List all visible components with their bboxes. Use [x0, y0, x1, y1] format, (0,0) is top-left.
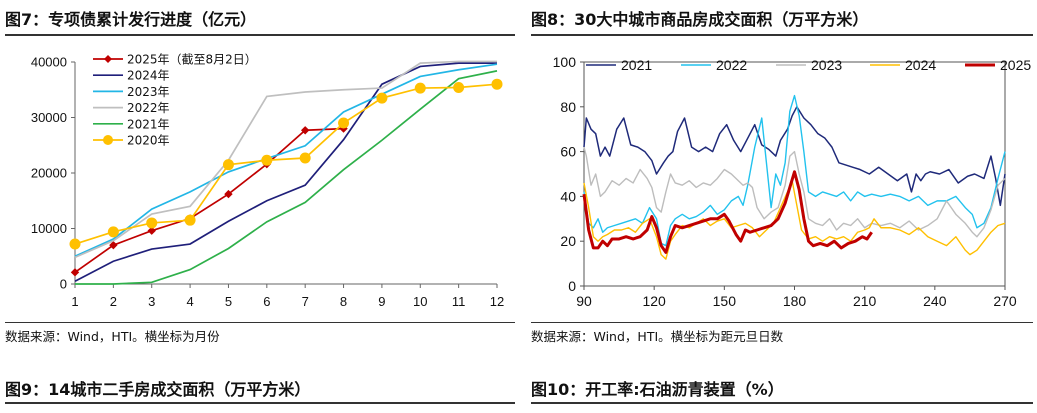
fig7-source: 数据来源：Wind，HTI。横坐标为月份 [5, 329, 220, 344]
y-tick-label: 0 [60, 277, 67, 292]
data-point-diamond [224, 189, 233, 199]
legend-swatch-marker [103, 135, 113, 145]
series-line-2024年 [74, 62, 497, 282]
data-point-circle [299, 152, 311, 164]
x-tick-label: 9 [378, 294, 385, 309]
legend-label: 2025 [1000, 57, 1031, 73]
data-point-circle [414, 82, 426, 94]
data-point-diamond [109, 240, 118, 250]
legend-label: 2024年 [127, 69, 170, 83]
data-point-circle [146, 217, 158, 229]
legend-label: 2024 [905, 57, 936, 73]
series-line-2025年（截至8月2日） [74, 127, 344, 274]
fig9-title-rule [5, 402, 515, 404]
series-line-2020年 [74, 83, 498, 245]
y-tick-label: 60 [560, 144, 576, 160]
x-tick-label: 2 [110, 294, 117, 309]
data-point-circle [491, 78, 503, 90]
y-tick-label: 30000 [31, 110, 67, 125]
series-line-2024 [583, 180, 1006, 260]
data-point-circle [184, 214, 196, 226]
x-tick-label: 7 [302, 294, 309, 309]
legend-label: 2023年 [127, 85, 170, 99]
data-point-diamond [300, 126, 310, 135]
legend-label: 2023 [811, 57, 842, 73]
data-point-circle [453, 82, 465, 94]
x-tick-label: 11 [452, 294, 466, 309]
x-tick-label: 12 [490, 294, 504, 309]
series-line-2021 [583, 106, 1006, 207]
x-tick-label: 3 [148, 294, 155, 309]
data-point-diamond [147, 226, 156, 235]
legend-label: 2020年 [127, 134, 170, 148]
y-tick-label: 20 [560, 233, 576, 249]
y-tick-label: 80 [560, 99, 576, 115]
x-tick-label: 5 [225, 294, 232, 309]
x-tick-label: 120 [642, 293, 666, 309]
series-line-2021年 [75, 70, 498, 285]
fig9-title: 图9：14城市二手房成交面积（万平方米） [5, 380, 311, 399]
fig8-source: 数据来源：Wind，HTI。横坐标为距元旦日数 [531, 329, 784, 344]
x-tick-label: 270 [993, 293, 1017, 309]
x-tick-label: 1 [71, 294, 78, 309]
series-line-2025 [582, 170, 873, 254]
y-tick-label: 40 [560, 188, 576, 204]
y-tick-label: 100 [553, 54, 577, 70]
x-tick-label: 10 [413, 294, 427, 309]
fig8-title-rule [531, 34, 1033, 36]
fig8-bottom-rule [531, 322, 1033, 323]
legend-swatch-marker [104, 55, 112, 63]
legend-label: 2021年 [127, 117, 170, 131]
fig10-title-rule [531, 402, 1033, 404]
data-point-circle [338, 117, 350, 129]
series-line-2023 [583, 146, 1006, 238]
data-point-circle [261, 154, 273, 166]
x-tick-label: 210 [853, 293, 877, 309]
data-point-circle [222, 159, 234, 171]
x-tick-label: 8 [340, 294, 347, 309]
y-tick-label: 0 [568, 278, 576, 294]
series-line-2022年 [74, 60, 497, 259]
data-point-circle [69, 238, 81, 250]
fig7-title-rule [5, 34, 515, 36]
fig8-title: 图8：30大中城市商品房成交面积（万平方米） [531, 10, 869, 29]
y-tick-label: 10000 [31, 221, 67, 236]
x-tick-label: 90 [576, 293, 592, 309]
x-tick-label: 150 [713, 293, 737, 309]
y-tick-label: 40000 [31, 55, 67, 70]
y-tick-label: 20000 [31, 166, 67, 181]
x-tick-label: 6 [263, 294, 270, 309]
x-tick-label: 180 [783, 293, 807, 309]
fig7-title: 图7：专项债累计发行进度（亿元） [5, 10, 257, 29]
data-point-circle [107, 226, 119, 238]
fig8-chart: 0 20 40 60 80 100 90 120 150 180 210 240 270 2021 2022… [553, 54, 1032, 309]
series-line-2023年 [74, 63, 498, 258]
series-line-2022 [583, 94, 1006, 247]
legend-label: 2022 [716, 57, 747, 73]
legend-label: 2025年（截至8月2日） [127, 53, 257, 67]
x-tick-label: 240 [923, 293, 947, 309]
legend-label: 2021 [621, 57, 652, 73]
legend-label: 2022年 [127, 101, 170, 115]
data-point-circle [376, 92, 388, 104]
fig10-title: 图10：开工率:石油沥青装置（%） [531, 380, 784, 399]
x-tick-label: 4 [186, 294, 193, 309]
fig7-bottom-rule [5, 322, 515, 323]
